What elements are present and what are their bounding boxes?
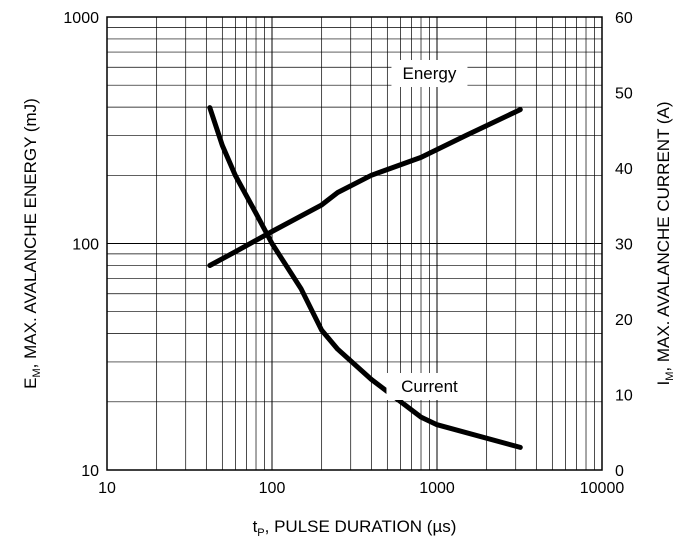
- y-right-tick-label: 10: [615, 388, 633, 405]
- x-tick-label: 100: [259, 480, 286, 497]
- y-right-axis-title: IM, MAX. AVALANCHE CURRENT (A): [654, 101, 676, 385]
- series-line-current: [207, 105, 523, 450]
- y-left-tick-label: 1000: [63, 10, 99, 27]
- plot-frame: [106, 16, 603, 471]
- series-line-energy: [207, 107, 523, 268]
- y-right-tick-label: 0: [615, 463, 624, 480]
- y-left-tick-label: 100: [72, 237, 99, 254]
- x-tick-label: 10: [98, 480, 116, 497]
- y-right-tick-label: 30: [615, 237, 633, 254]
- y-left-tick-label: 10: [81, 463, 99, 480]
- y-right-tick-label: 60: [615, 10, 633, 27]
- x-axis-title: tP, PULSE DURATION (µs): [253, 517, 457, 539]
- series-label-current: Current: [401, 377, 458, 396]
- y-right-tick-label: 20: [615, 312, 633, 329]
- y-left-axis-title: EM, MAX. AVALANCHE ENERGY (mJ): [21, 98, 43, 389]
- series-label-bg: [386, 373, 473, 400]
- series-label-energy: Energy: [403, 64, 457, 83]
- series-layer: [207, 105, 523, 450]
- grid-lines: [107, 17, 602, 470]
- series-labels: Energy Current: [386, 60, 473, 400]
- y-right-tick-label: 50: [615, 86, 633, 103]
- y-right-tick-label: 40: [615, 161, 633, 178]
- x-tick-label: 1000: [419, 480, 455, 497]
- x-tick-label: 10000: [580, 480, 625, 497]
- series-label-bg: [391, 60, 468, 87]
